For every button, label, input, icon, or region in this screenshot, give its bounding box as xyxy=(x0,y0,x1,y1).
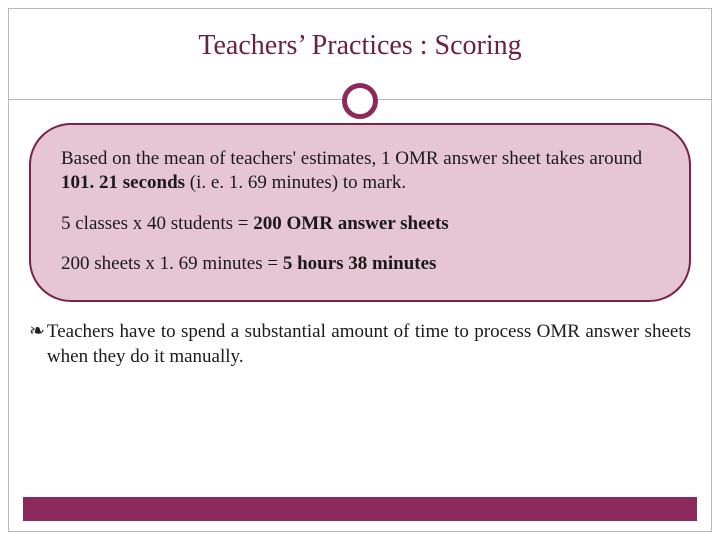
title-divider xyxy=(9,83,711,119)
divider-ring-icon xyxy=(342,83,378,119)
callout-paragraph-2: 5 classes x 40 students = 200 OMR answer… xyxy=(61,212,659,236)
text-bold: 101. 21 seconds xyxy=(61,172,185,193)
callout-paragraph-3: 200 sheets x 1. 69 minutes = 5 hours 38 … xyxy=(61,252,659,276)
text: 5 classes x 40 students = xyxy=(61,213,253,234)
slide: Teachers’ Practices : Scoring Based on t… xyxy=(0,0,720,540)
slide-frame: Teachers’ Practices : Scoring Based on t… xyxy=(8,8,712,532)
bottom-accent-band xyxy=(23,497,697,521)
callout-box: Based on the mean of teachers' estimates… xyxy=(29,123,691,302)
bullet-glyph-icon: ❧ xyxy=(29,320,45,344)
text: 200 sheets x 1. 69 minutes = xyxy=(61,253,283,274)
text: (i. e. 1. 69 minutes) to mark. xyxy=(185,172,406,193)
bullet-text: Teachers have to spend a substantial amo… xyxy=(47,320,691,369)
bullet-item: ❧ Teachers have to spend a substantial a… xyxy=(23,320,697,369)
text-bold: 5 hours 38 minutes xyxy=(283,253,437,274)
title-area: Teachers’ Practices : Scoring xyxy=(9,9,711,83)
callout-paragraph-1: Based on the mean of teachers' estimates… xyxy=(61,147,659,196)
text: Based on the mean of teachers' estimates… xyxy=(61,148,642,169)
text-bold: 200 OMR answer sheets xyxy=(253,213,448,234)
body-area: Based on the mean of teachers' estimates… xyxy=(9,119,711,531)
slide-title: Teachers’ Practices : Scoring xyxy=(198,30,521,62)
